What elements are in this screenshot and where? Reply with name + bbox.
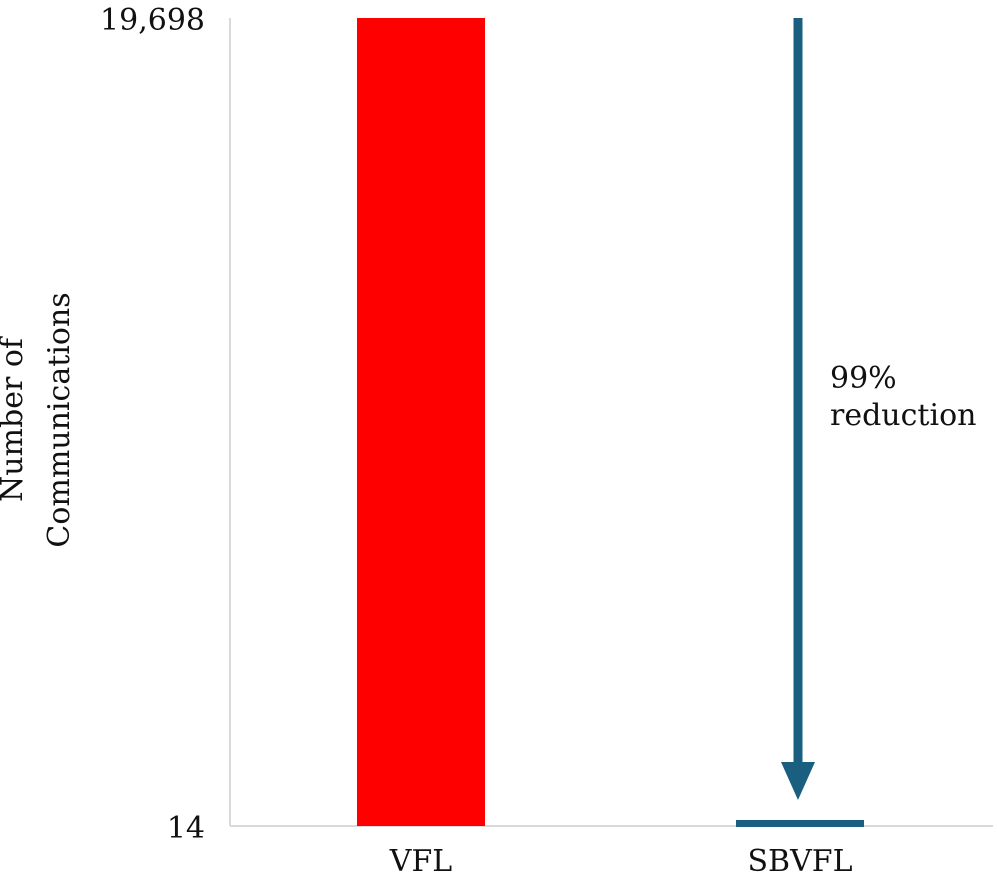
reduction-arrow-head (781, 762, 815, 800)
annotation-line-1: 99% (830, 361, 897, 396)
bar-vfl (357, 18, 485, 826)
bar-sbvfl (736, 820, 864, 827)
x-category-label-vfl: VFL (389, 844, 452, 879)
y-tick-label-bottom: 14 (167, 811, 205, 846)
y-tick-label-top: 19,698 (100, 3, 205, 38)
y-axis-label-line-2: Communications (42, 292, 77, 547)
y-axis-label-line-1: Number of (0, 336, 30, 502)
annotation-line-2: reduction (830, 398, 976, 433)
x-category-label-sbvfl: SBVFL (748, 844, 853, 879)
